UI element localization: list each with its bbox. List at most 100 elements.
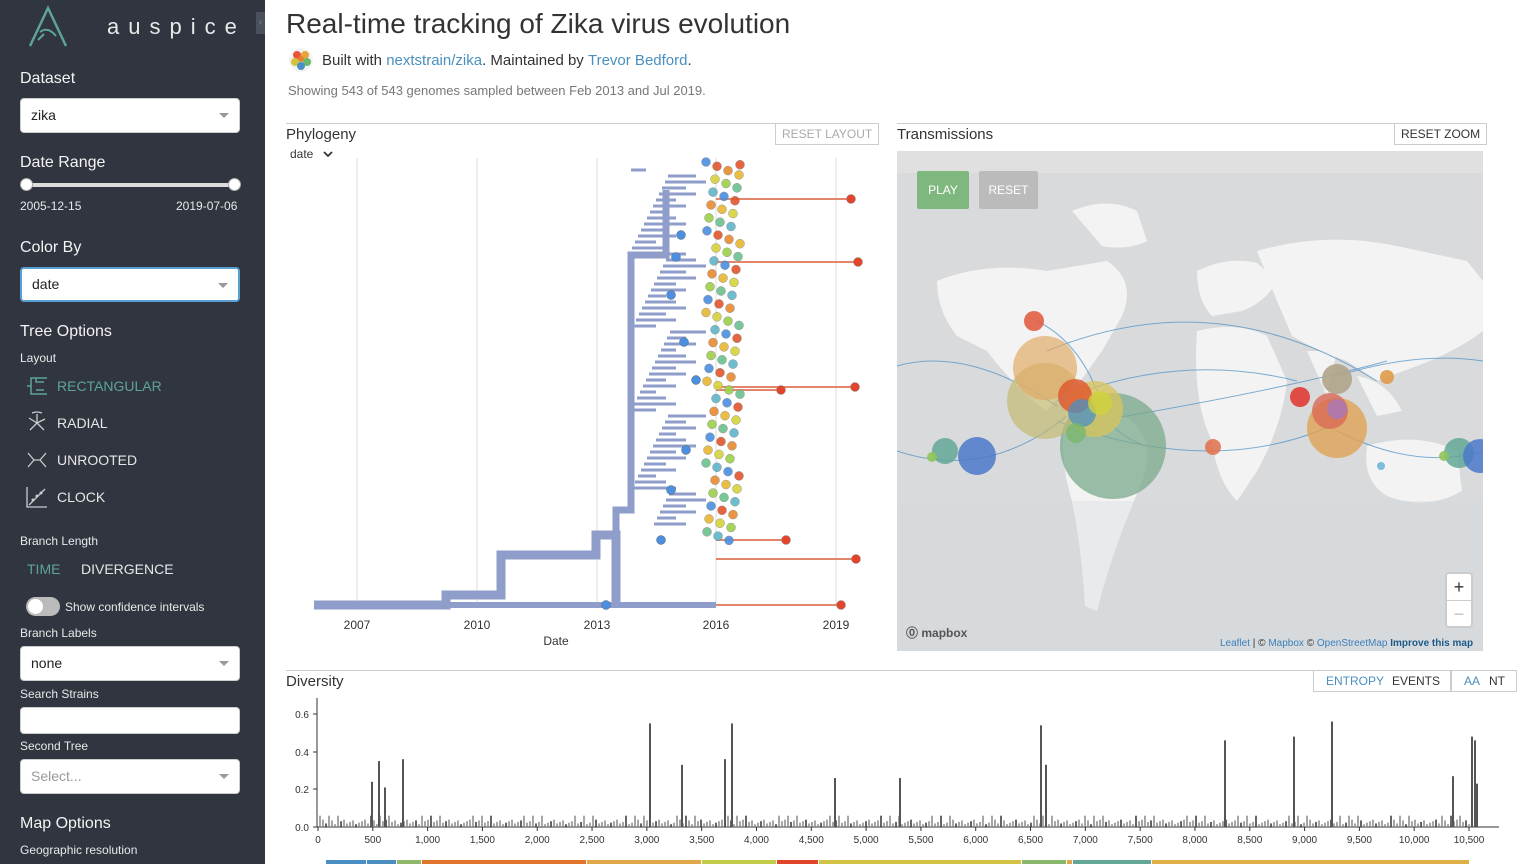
tree-tip (732, 183, 742, 193)
reset-zoom-button[interactable]: RESET ZOOM (1394, 123, 1488, 145)
tree-tip (723, 316, 733, 326)
entropy-x-tick-label: 3,000 (634, 835, 659, 846)
date-range-max-handle[interactable] (228, 178, 241, 191)
improve-map-link[interactable]: Improve this map (1390, 638, 1474, 649)
second-tree-select[interactable]: Select... (20, 759, 240, 794)
reset-layout-button[interactable]: RESET LAYOUT (775, 123, 880, 145)
nt-button[interactable]: NT (1489, 674, 1505, 688)
location-circle[interactable] (1205, 439, 1221, 455)
tree-tip (711, 243, 721, 253)
dataset-heading: Dataset (20, 70, 76, 87)
layout-unrooted-button[interactable]: UNROOTED (24, 446, 137, 474)
location-circle[interactable] (1327, 399, 1347, 419)
entropy-x-tick-label: 10,500 (1454, 835, 1485, 846)
layout-unrooted-label: UNROOTED (57, 452, 138, 468)
leaflet-link[interactable]: Leaflet (1220, 638, 1251, 649)
tree-tip (712, 312, 722, 322)
dataset-value: zika (31, 107, 56, 123)
layout-radial-button[interactable]: RADIAL (24, 409, 108, 437)
unrooted-tree-icon (27, 452, 47, 468)
layout-rectangular-button[interactable]: RECTANGULAR (24, 372, 162, 400)
tree-options-heading: Tree Options (20, 323, 112, 340)
location-circle[interactable] (1013, 336, 1077, 400)
location-circle[interactable] (958, 437, 996, 475)
location-circle[interactable] (1439, 451, 1449, 461)
osm-link[interactable]: OpenStreetMap (1316, 638, 1388, 649)
location-circle[interactable] (1088, 391, 1112, 415)
tree-tip (719, 191, 729, 202)
location-circle[interactable] (1290, 387, 1310, 407)
chevron-down-icon (323, 151, 333, 158)
date-range-max-label: 2019-07-06 (176, 199, 238, 213)
tree-tip (707, 269, 717, 279)
aa-button[interactable]: AA (1464, 674, 1481, 688)
location-circle[interactable] (932, 438, 958, 464)
gene-annotations[interactable] (326, 860, 1469, 864)
tree-tip (712, 161, 722, 172)
tree-tip (701, 307, 711, 318)
tree-tip (725, 303, 735, 313)
tree-tip (731, 415, 741, 425)
tree-tip (728, 509, 738, 520)
map-reset-button[interactable]: RESET (979, 171, 1038, 209)
branch-length-divergence-button[interactable]: DIVERGENCE (81, 561, 174, 577)
tree-scale-select[interactable]: date (290, 147, 333, 161)
dataset-select[interactable]: zika (20, 98, 240, 133)
phylogeny-tree[interactable]: 2007 2010 2013 2016 2019 Date (286, 150, 871, 655)
branch-length-time-button[interactable]: TIME (27, 561, 61, 577)
collapse-sidebar-button[interactable]: ‹ (256, 12, 265, 34)
tree-tip (703, 294, 713, 305)
location-circle[interactable] (1322, 364, 1352, 394)
diversity-chart[interactable]: 0.6 0.4 0.2 0.0 0 500 1,000 1,500 2,000 2,500 3,00… (286, 698, 1501, 864)
location-circle[interactable] (1024, 311, 1044, 331)
tree-tip (729, 428, 739, 438)
entropy-x-tick-label: 4,500 (799, 835, 824, 846)
page-title: Real-time tracking of Zika virus evoluti… (286, 8, 791, 39)
tree-tip (732, 484, 742, 494)
location-circle[interactable] (1377, 462, 1385, 470)
tree-branch (612, 190, 670, 535)
branch-labels-select[interactable]: none (20, 646, 240, 681)
date-range-slider[interactable] (26, 183, 234, 187)
sequence-type-toggle: AA NT (1451, 670, 1517, 692)
tree-tip (701, 157, 711, 167)
date-range-min-handle[interactable] (20, 178, 33, 191)
zoom-in-button[interactable]: + (1453, 577, 1465, 597)
dataset-source-link[interactable]: nextstrain/zika (386, 51, 483, 69)
play-button[interactable]: PLAY (917, 171, 969, 209)
sidebar: ‹ auspice Dataset zika Date Range 2005-1… (0, 0, 265, 864)
tree-tips[interactable] (601, 157, 863, 610)
maintainer-link[interactable]: Trevor Bedford (587, 51, 688, 69)
zoom-out-button[interactable]: − (1447, 600, 1471, 626)
search-strains-input[interactable] (20, 707, 240, 734)
entropy-bars[interactable] (319, 721, 1478, 827)
mapbox-link[interactable]: Mapbox (1268, 638, 1304, 649)
entropy-button[interactable]: ENTROPY (1326, 674, 1385, 688)
events-button[interactable]: EVENTS (1392, 674, 1441, 688)
location-circle[interactable] (1463, 439, 1483, 473)
toggle-knob (28, 599, 43, 614)
tree-tip (717, 355, 727, 365)
location-circle[interactable] (1380, 370, 1394, 384)
entropy-x-tick-label: 10,000 (1399, 835, 1430, 846)
entropy-x-tick-label: 7,000 (1073, 835, 1098, 846)
tree-tip (726, 372, 736, 382)
location-circle[interactable] (927, 452, 937, 462)
second-tree-placeholder: Select... (31, 768, 82, 784)
gene-segment (587, 860, 701, 864)
tree-tip (702, 527, 712, 537)
location-circle[interactable] (1066, 423, 1086, 443)
color-by-select[interactable]: date (20, 267, 240, 302)
transmissions-map[interactable] (897, 151, 1483, 651)
chevron-down-icon (219, 661, 229, 666)
search-strains-label: Search Strains (20, 687, 99, 701)
mapbox-logo[interactable]: ⓪ mapbox (906, 626, 968, 640)
tree-tip (715, 217, 725, 227)
layout-clock-button[interactable]: CLOCK (24, 483, 105, 511)
entropy-x-tick-label: 500 (364, 835, 381, 846)
tree-tip (704, 363, 714, 374)
nextstrain-logo (289, 48, 313, 72)
location-circles[interactable] (927, 311, 1483, 499)
tree-tip (666, 290, 676, 300)
confidence-toggle[interactable] (26, 597, 60, 616)
